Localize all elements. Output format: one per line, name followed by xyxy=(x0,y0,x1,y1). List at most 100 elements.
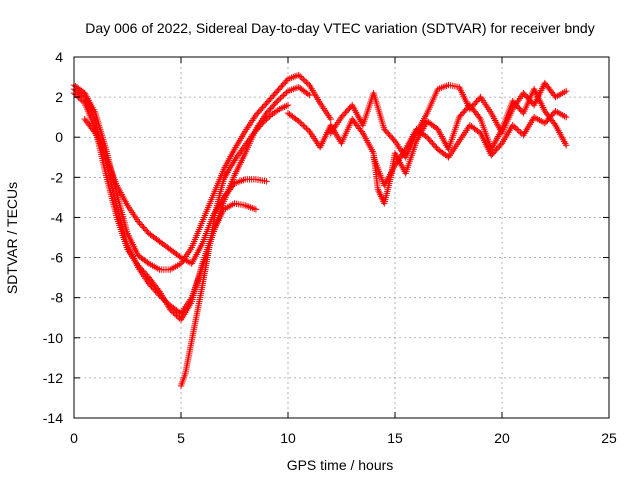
data-point xyxy=(304,90,312,98)
series-pass-5 xyxy=(177,101,292,390)
x-tick-label: 5 xyxy=(177,430,185,446)
data-point xyxy=(383,129,391,136)
y-tick-label: -8 xyxy=(51,290,64,306)
data-point xyxy=(268,103,276,111)
data-point xyxy=(389,135,396,142)
data-point xyxy=(270,102,277,109)
x-tick-label: 0 xyxy=(70,430,78,446)
plot-frame xyxy=(73,56,610,419)
data-point xyxy=(137,265,145,272)
data-point xyxy=(144,259,151,266)
data-point xyxy=(344,106,352,113)
data-point xyxy=(549,110,557,118)
data-point xyxy=(301,123,309,131)
data-point xyxy=(143,271,150,278)
data-point xyxy=(252,111,260,119)
data-point xyxy=(497,141,504,148)
data-point xyxy=(258,105,265,113)
data-point xyxy=(306,91,313,99)
data-point xyxy=(516,105,523,112)
data-point xyxy=(470,101,478,108)
data-point xyxy=(261,117,269,124)
data-point xyxy=(541,119,548,127)
data-point xyxy=(563,113,570,121)
data-point xyxy=(466,105,474,113)
data-point xyxy=(303,79,310,86)
y-tick-label: 4 xyxy=(55,49,63,65)
x-tick-label: 15 xyxy=(387,430,403,446)
data-point xyxy=(167,306,174,313)
data-point xyxy=(137,221,145,228)
y-tick-label: -2 xyxy=(51,169,64,185)
x-tick-label: 10 xyxy=(280,430,296,446)
y-axis-label: SDTVAR / TECUs xyxy=(4,182,20,294)
data-point xyxy=(76,95,84,103)
data-point xyxy=(489,150,496,157)
data-point xyxy=(170,309,177,316)
data-series xyxy=(70,71,570,390)
data-point xyxy=(144,228,151,236)
data-point xyxy=(266,106,273,114)
data-point xyxy=(469,102,476,110)
data-point xyxy=(272,89,280,96)
data-point xyxy=(277,95,284,102)
data-point xyxy=(78,97,85,104)
data-point xyxy=(509,121,516,129)
x-axis-label: GPS time / hours xyxy=(287,457,394,473)
y-tick-label: -4 xyxy=(51,209,64,225)
data-point xyxy=(267,105,274,112)
data-point xyxy=(496,143,503,150)
data-point xyxy=(303,125,310,132)
data-point xyxy=(551,120,558,127)
data-point xyxy=(422,132,429,140)
data-point xyxy=(468,104,475,111)
data-point xyxy=(173,312,180,319)
data-point xyxy=(263,115,270,123)
data-point xyxy=(168,307,176,315)
data-point xyxy=(342,109,349,116)
data-point xyxy=(550,109,558,116)
data-point xyxy=(282,78,289,86)
data-point xyxy=(515,127,523,135)
data-point xyxy=(283,89,290,96)
data-point xyxy=(136,263,143,271)
data-point xyxy=(176,309,183,316)
data-point xyxy=(276,84,284,92)
data-point xyxy=(456,113,463,121)
data-point xyxy=(427,138,435,145)
data-point xyxy=(140,268,147,275)
data-point xyxy=(524,94,531,101)
data-point xyxy=(476,114,483,121)
data-point xyxy=(260,102,268,110)
data-point xyxy=(295,117,302,125)
data-point xyxy=(174,313,182,321)
data-point xyxy=(256,107,264,114)
series-pass-3 xyxy=(70,89,260,323)
data-point xyxy=(271,100,278,108)
data-point xyxy=(135,218,142,225)
data-point xyxy=(511,123,518,130)
data-point xyxy=(298,120,305,128)
y-tick-label: 0 xyxy=(55,129,63,145)
series-pass-7 xyxy=(327,79,570,161)
data-point xyxy=(274,87,281,95)
chart-title: Day 006 of 2022, Sidereal Day-to-day VTE… xyxy=(85,20,594,36)
data-point xyxy=(176,253,183,260)
data-point xyxy=(346,104,353,112)
data-point xyxy=(494,144,502,151)
x-tick-label: 25 xyxy=(601,430,617,446)
axis-ticks xyxy=(73,56,610,419)
data-point xyxy=(300,76,307,83)
data-point xyxy=(460,109,467,116)
data-point xyxy=(272,99,280,106)
data-point xyxy=(563,142,570,149)
data-point xyxy=(270,92,277,99)
data-point xyxy=(297,73,304,80)
data-point xyxy=(509,97,516,105)
y-tick-label: -14 xyxy=(43,410,63,426)
data-point xyxy=(390,136,397,143)
data-point xyxy=(522,92,530,100)
data-point xyxy=(267,95,274,102)
data-point xyxy=(426,137,433,144)
data-point xyxy=(490,149,498,156)
